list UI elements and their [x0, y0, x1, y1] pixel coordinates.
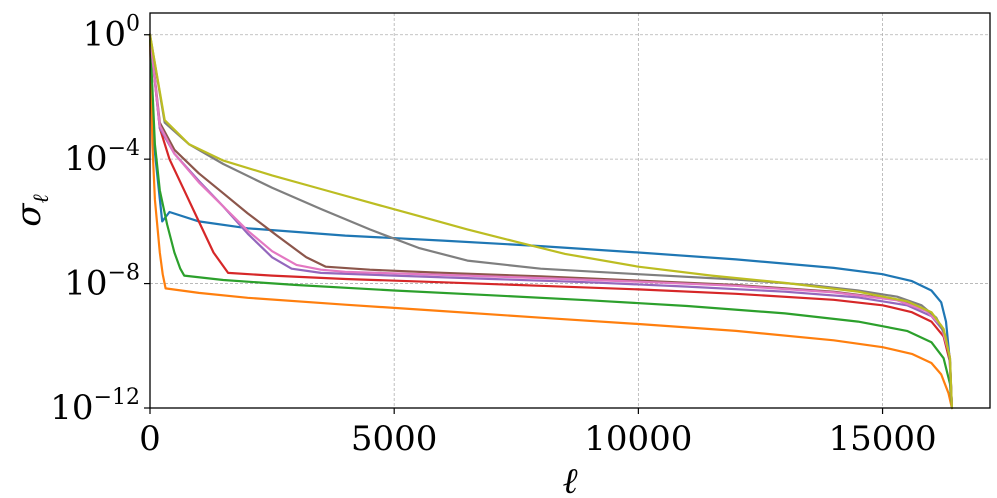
y-tick-label-exponent: −12: [94, 385, 140, 410]
x-tick-label: 5000: [351, 419, 438, 459]
y-tick-label-exponent: 0: [126, 12, 140, 37]
plot-frame: [149, 12, 991, 409]
y-tick-label-exponent: −8: [108, 261, 140, 286]
y-axis-label-subscript: ℓ: [29, 193, 54, 203]
y-axis-label: σℓ: [9, 193, 54, 226]
series-line-4: [148, 33, 954, 410]
x-axis-label: ℓ: [563, 461, 578, 498]
y-tick-label-base: 10: [64, 139, 107, 179]
y-tick-label-base: 10: [83, 15, 126, 55]
series-line-9: [148, 33, 954, 410]
series-line-2: [148, 33, 954, 410]
y-tick-label-base: 10: [50, 388, 93, 428]
y-tick-label: 10−4: [64, 136, 140, 179]
y-tick-label: 100: [83, 12, 140, 55]
series-line-1: [148, 33, 954, 410]
y-tick-label: 10−12: [50, 385, 140, 428]
x-tick-label: 15000: [828, 419, 936, 459]
series-group: [148, 33, 954, 410]
series-line-7: [148, 33, 954, 410]
y-axis-label-symbol: σ: [9, 203, 49, 227]
y-tick-label-base: 10: [64, 264, 107, 304]
y-tick-label-exponent: −4: [108, 136, 140, 161]
x-tick-label: 10000: [584, 419, 692, 459]
x-tick-label: 0: [139, 419, 161, 459]
y-tick-label: 10−8: [64, 261, 140, 304]
series-line-3: [148, 33, 954, 410]
